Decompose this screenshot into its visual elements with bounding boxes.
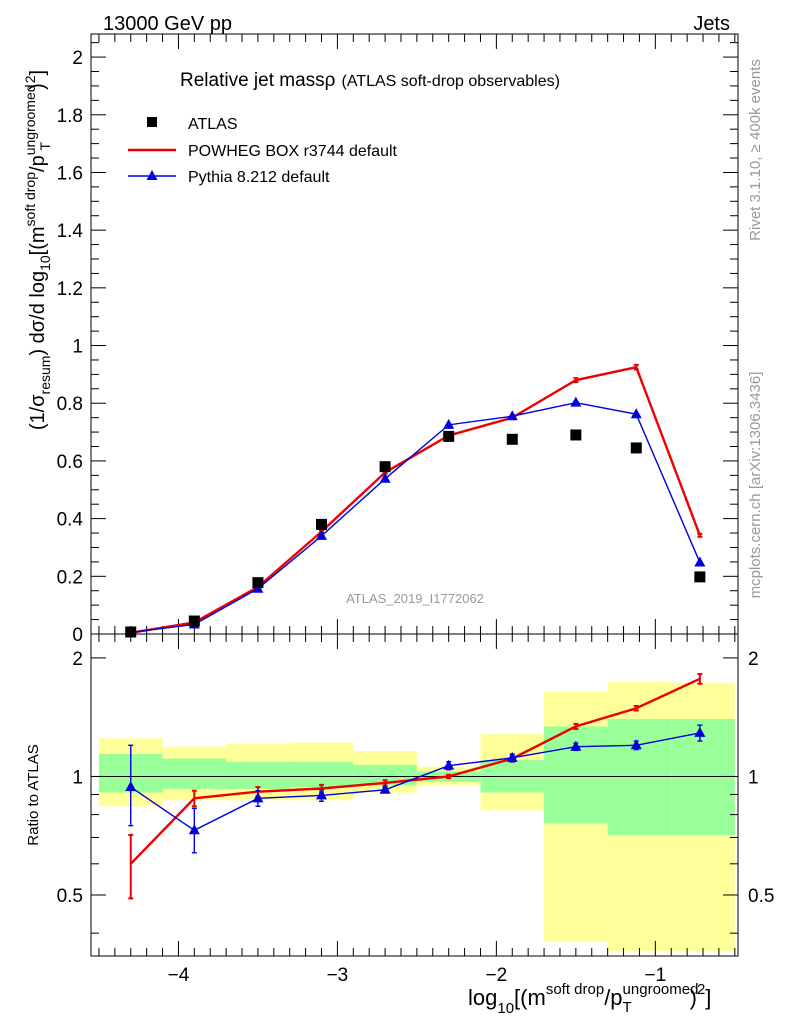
atlas-data-point <box>443 430 455 442</box>
ratio-pythia-point <box>379 783 391 794</box>
pythia-line <box>130 401 701 633</box>
ratio-pythia-point <box>188 824 200 835</box>
atlas-data-point <box>694 571 706 583</box>
legend-pythia-label: Pythia 8.212 default <box>188 169 330 186</box>
ratio-x-tick-label: −2 <box>486 965 508 986</box>
main-y-tick-label: 1 <box>72 337 83 358</box>
main-y-tick-label: 1.4 <box>57 221 84 242</box>
ratio-y-tick-label: 0.5 <box>57 886 83 907</box>
atlas-data-point <box>316 518 328 530</box>
ratio-y-tick-label-right: 0.5 <box>748 886 774 907</box>
main-y-tick-label: 1.2 <box>57 279 83 300</box>
atlas-data-point <box>188 615 200 627</box>
analysis-id-label: ATLAS_2019_I1772062 <box>346 591 484 606</box>
pythia-point <box>316 529 328 540</box>
main-y-tick-label: 0 <box>72 625 83 646</box>
ratio-band-inner <box>162 758 227 789</box>
legend-powheg-label: POWHEG BOX r3744 default <box>188 143 398 160</box>
ratio-pythia-point <box>570 740 582 751</box>
ratio-pythia-point <box>316 789 328 800</box>
ratio-x-tick-label: −1 <box>645 965 667 986</box>
main-y-tick-label: 0.6 <box>57 452 83 473</box>
pythia-point <box>694 556 706 567</box>
ratio-series <box>125 673 706 900</box>
category-label: Jets <box>693 13 730 35</box>
ratio-y-axis-label: Ratio to ATLAS <box>25 744 42 845</box>
ratio-frame <box>90 633 739 957</box>
pythia-point <box>630 408 642 419</box>
main-y-tick-label: 0.8 <box>57 394 83 415</box>
main-panel: 0 0.2 0.4 0.6 0.8 1 1.2 1.4 1.6 1.8 2 <box>57 33 739 646</box>
main-y-tick-label: 1.8 <box>57 106 83 127</box>
pythia-point <box>570 396 582 407</box>
ratio-pythia-point <box>443 759 455 770</box>
ratio-powheg-line <box>129 677 701 865</box>
ratio-y-tick-label: 2 <box>72 649 83 670</box>
ratio-y-tick-label: 1 <box>72 767 83 788</box>
ratio-pythia-point <box>694 726 706 737</box>
atlas-data-point <box>125 626 137 638</box>
energy-label: 13000 GeV pp <box>103 13 232 35</box>
ratio-band-inner <box>607 718 672 836</box>
ratio-band-inner <box>289 761 354 788</box>
powheg-line <box>130 365 701 635</box>
atlas-data-point <box>379 461 391 473</box>
rivet-version-label: Rivet 3.1.10, ≥ 400k events <box>747 59 764 241</box>
main-y-axis-label: (1/σresum) dσ/d log10[(msoft drop/pungro… <box>22 70 53 430</box>
legend-pythia-marker <box>146 170 158 180</box>
legend-atlas-label: ATLAS <box>188 116 238 133</box>
atlas-data-point <box>506 433 518 445</box>
ratio-band-inner <box>226 761 290 789</box>
ratio-pythia-point <box>252 792 264 803</box>
ratio-pythia-line <box>130 732 700 832</box>
atlas-data-point <box>252 577 264 589</box>
atlas-data-point <box>630 442 642 454</box>
main-y-tick-label: 0.2 <box>57 567 83 588</box>
pythia-point <box>379 472 391 483</box>
ratio-band-inner <box>671 718 735 836</box>
pythia-point <box>506 410 518 421</box>
ratio-ticks: 0.5 0.5 1 1 2 2 −4 −3 −2 −1 <box>57 634 774 986</box>
legend-atlas-marker <box>147 117 157 127</box>
legend: ATLAS POWHEG BOX r3744 default Pythia 8.… <box>128 116 398 186</box>
main-y-tick-label: 1.6 <box>57 163 83 184</box>
ratio-x-tick-label: −3 <box>327 965 349 986</box>
mcplots-label: mcplots.cern.ch [arXiv:1306.3436] <box>747 372 764 599</box>
ratio-pythia-point <box>125 781 137 792</box>
ratio-x-tick-label: −4 <box>168 965 190 986</box>
ratio-panel: 0.5 0.5 1 1 2 2 −4 −3 −2 −1 <box>57 633 774 986</box>
x-axis-label: log10[(msoft drop/pungroomed T)2] <box>468 981 711 1017</box>
main-ticks: 0 0.2 0.4 0.6 0.8 1 1.2 1.4 1.6 1.8 2 <box>57 34 738 646</box>
ratio-pythia-point <box>506 751 518 762</box>
pythia-point <box>443 418 455 429</box>
ratio-pythia-point <box>630 739 642 750</box>
ratio-y-tick-label-right: 1 <box>748 767 759 788</box>
main-series <box>125 363 706 638</box>
ratio-y-tick-label-right: 2 <box>748 649 759 670</box>
main-y-tick-label: 0.4 <box>57 510 84 531</box>
plot-title: Relative jet massρ (ATLAS soft-drop obser… <box>180 70 560 91</box>
atlas-data-point <box>570 429 582 441</box>
main-y-tick-label: 2 <box>72 48 83 69</box>
